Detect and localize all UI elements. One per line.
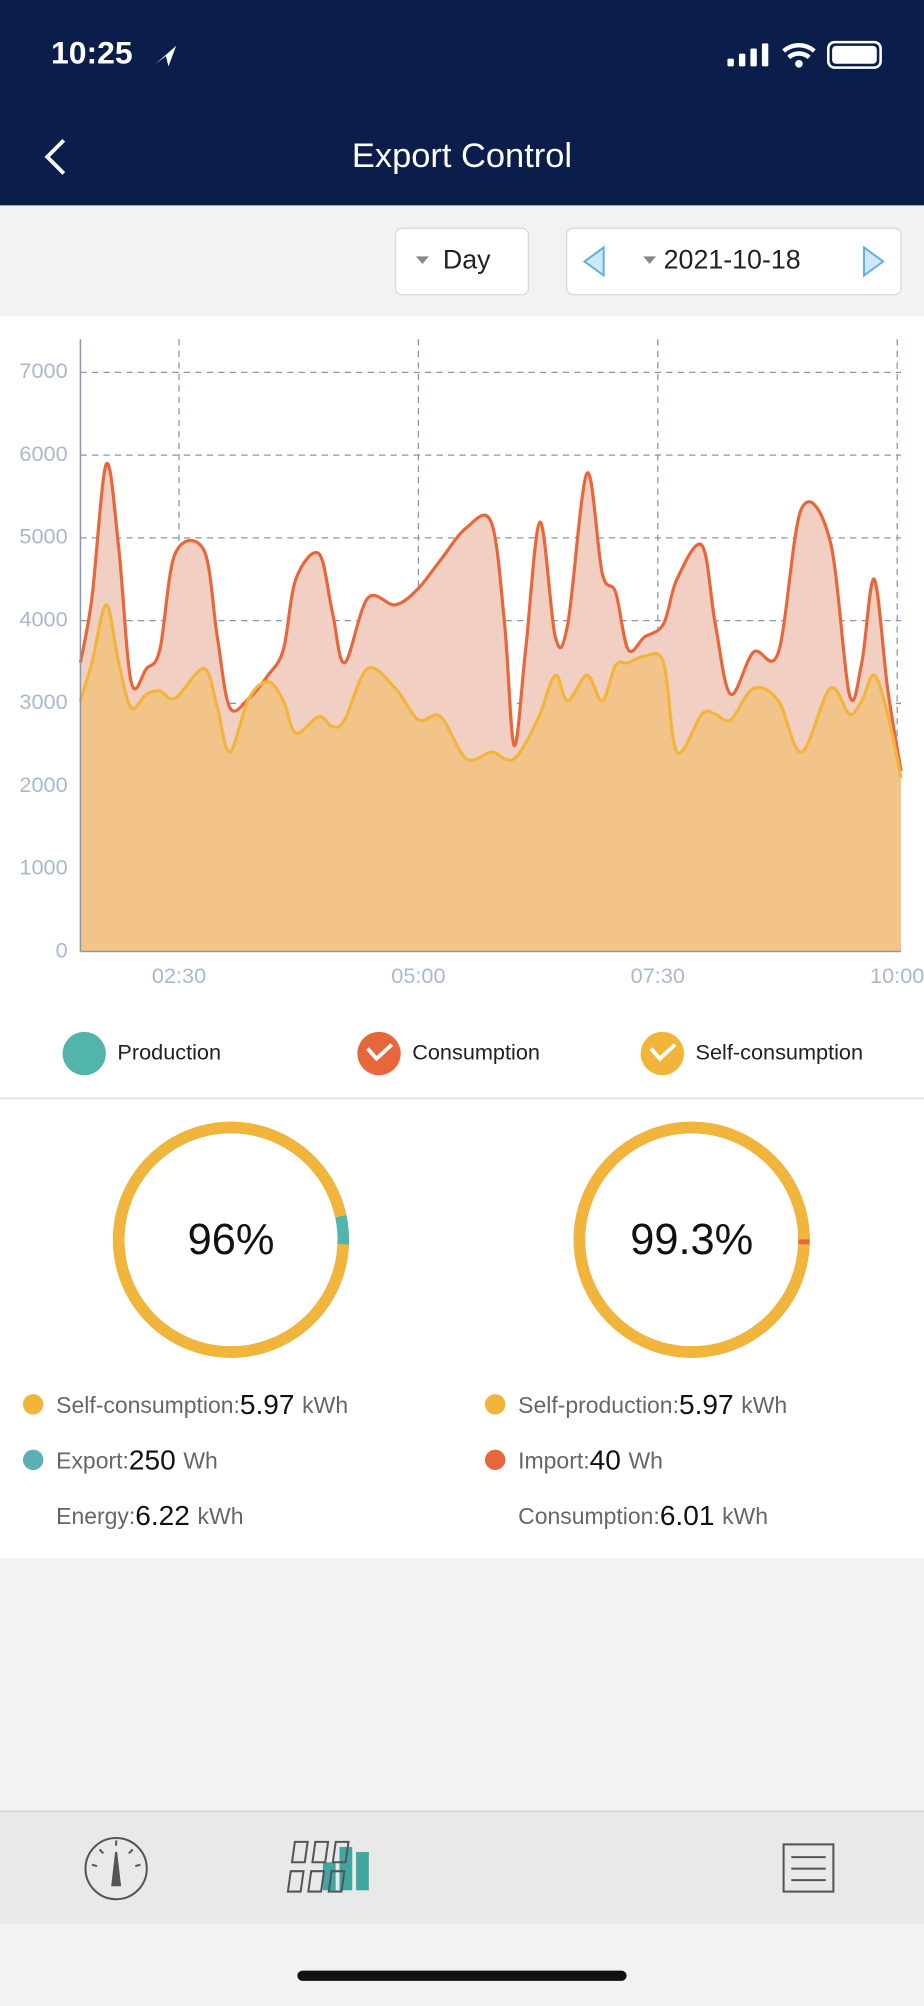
location-icon (155, 45, 177, 67)
signal-icon (727, 43, 769, 67)
stat-row: Import:40 Wh (518, 1445, 663, 1476)
legend-swatch (62, 1031, 106, 1076)
battery-level (832, 45, 877, 64)
stat-label: Self-production: (518, 1392, 679, 1418)
tab-menu[interactable] (782, 1843, 835, 1893)
battery-icon (827, 40, 882, 69)
stat-unit: kWh (302, 1392, 348, 1418)
legend: Production Consumption Self-consumption (62, 1031, 864, 1076)
legend-item[interactable]: Consumption (357, 1031, 540, 1076)
x-tick-label: 07:30 (631, 963, 685, 988)
stat-row: Consumption:6.01 kWh (518, 1500, 768, 1531)
x-tick-label: 02:30 (152, 963, 206, 988)
page-title: Export Control (352, 137, 572, 175)
stat-row: Export:250 Wh (56, 1445, 218, 1476)
ring-percent: 96% (188, 1216, 275, 1264)
series-line (78, 461, 903, 772)
date-selector[interactable]: 2021-10-18 (566, 227, 902, 296)
stat-label: Consumption: (518, 1503, 660, 1529)
header-bar (0, 0, 924, 206)
tab-devices[interactable] (286, 1840, 350, 1893)
stat-label: Import: (518, 1447, 589, 1473)
stat-unit: kWh (741, 1392, 787, 1418)
stat-label: Energy: (56, 1503, 135, 1529)
stat-row: Self-production:5.97 kWh (518, 1389, 787, 1420)
period-label: Day (443, 245, 491, 275)
stat-unit: Wh (628, 1447, 662, 1473)
stat-dot (484, 1449, 506, 1471)
legend-check (366, 1043, 394, 1062)
stat-value: 6.01 (660, 1500, 715, 1531)
stat-unit: kWh (722, 1503, 768, 1529)
wifi-dot (795, 59, 803, 68)
y-tick-label: 2000 (19, 772, 67, 797)
stat-row: Self-consumption:5.97 kWh (56, 1389, 348, 1420)
stat-unit: kWh (198, 1503, 244, 1529)
status-time: 10:25 (51, 34, 133, 70)
y-tick-label: 5000 (19, 524, 67, 549)
stat-value: 5.97 (240, 1389, 295, 1420)
stat-value: 250 (129, 1445, 176, 1476)
date-label: 2021-10-18 (664, 245, 801, 275)
legend-label: Self-consumption (696, 1039, 864, 1064)
legend-item[interactable]: Self-consumption (640, 1031, 864, 1076)
stat-dot (484, 1394, 506, 1415)
x-tick-label: 05:00 (391, 963, 445, 988)
area-fill (80, 604, 902, 952)
prev-date[interactable] (582, 245, 605, 278)
legend-swatch (357, 1031, 401, 1076)
stat-value: 40 (590, 1445, 621, 1476)
legend-swatch (640, 1031, 685, 1076)
y-tick-label: 6000 (19, 441, 67, 466)
legend-label: Production (117, 1039, 221, 1064)
stat-label: Export: (56, 1447, 129, 1473)
y-tick-label: 0 (56, 937, 68, 962)
ring-arc (573, 1121, 810, 1358)
stat-value: 6.22 (135, 1500, 190, 1531)
y-tick-label: 7000 (19, 358, 67, 383)
stat-label: Self-consumption: (56, 1392, 240, 1418)
stat-row: Energy:6.22 kWh (56, 1500, 243, 1531)
home-indicator (297, 1970, 627, 1981)
ring-percent: 99.3% (630, 1216, 753, 1264)
legend-label: Consumption (412, 1039, 540, 1064)
stat-dot (22, 1449, 44, 1471)
series-line (78, 603, 903, 779)
x-tick-label: 10:00 (870, 963, 924, 988)
stat-unit: Wh (183, 1447, 217, 1473)
legend-check (649, 1043, 677, 1062)
legend-item[interactable]: Production (62, 1031, 222, 1076)
y-tick-label: 4000 (19, 606, 67, 631)
chart: 0 1000 2000 3000 4000 5000 6000 7000 02:30 05:00 0… (19, 339, 924, 1076)
wifi-icon (782, 43, 816, 60)
stat-dot (22, 1394, 44, 1415)
y-tick-label: 3000 (19, 689, 67, 714)
stat-value: 5.97 (679, 1389, 734, 1420)
next-date[interactable] (863, 245, 885, 278)
back-button[interactable] (44, 138, 66, 175)
period-selector[interactable]: Day (394, 227, 530, 296)
y-tick-label: 1000 (19, 855, 67, 880)
ring-arc (113, 1121, 349, 1358)
tab-dashboard[interactable] (84, 1836, 148, 1901)
tab-bar (0, 1811, 924, 1924)
